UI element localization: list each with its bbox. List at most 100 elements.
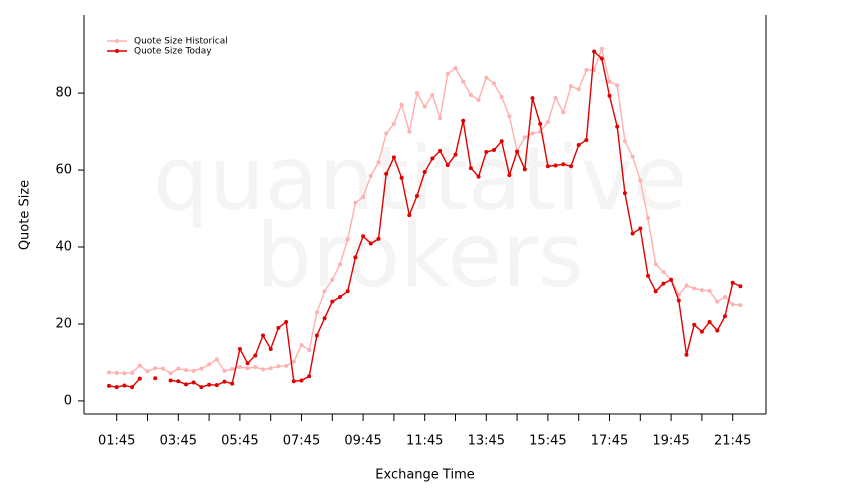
x-tick-label: 17:45 bbox=[591, 434, 628, 449]
data-point bbox=[538, 121, 543, 126]
data-point bbox=[653, 262, 658, 267]
data-point bbox=[199, 385, 204, 390]
data-point bbox=[130, 385, 135, 390]
data-point bbox=[730, 280, 735, 285]
data-point bbox=[253, 365, 258, 370]
data-point bbox=[237, 365, 242, 370]
data-point bbox=[607, 79, 612, 84]
watermark: quantitative bbox=[153, 127, 687, 230]
data-point bbox=[422, 169, 427, 174]
data-point bbox=[338, 295, 342, 300]
data-point bbox=[715, 299, 720, 304]
data-point bbox=[137, 376, 142, 381]
data-point bbox=[345, 289, 350, 294]
data-point bbox=[515, 149, 520, 154]
data-point bbox=[584, 138, 589, 143]
data-point bbox=[314, 310, 319, 315]
x-tick-label: 03:45 bbox=[160, 434, 197, 449]
data-point bbox=[615, 83, 620, 88]
data-point bbox=[430, 156, 435, 161]
data-point bbox=[615, 124, 620, 129]
data-point bbox=[307, 374, 312, 379]
y-tick-label: 60 bbox=[55, 163, 72, 178]
data-point bbox=[715, 328, 720, 333]
x-tick-label: 19:45 bbox=[652, 434, 689, 449]
data-point bbox=[399, 175, 404, 180]
data-point bbox=[545, 164, 550, 169]
data-point bbox=[545, 119, 550, 124]
data-point bbox=[468, 166, 473, 171]
data-point bbox=[599, 46, 604, 51]
x-tick-label: 13:45 bbox=[468, 434, 505, 449]
y-axis-title: Quote Size bbox=[18, 180, 33, 250]
data-point bbox=[353, 200, 358, 205]
data-point bbox=[245, 366, 250, 371]
data-point bbox=[468, 93, 473, 98]
data-point bbox=[499, 139, 504, 144]
data-point bbox=[268, 346, 273, 351]
watermark: brokers bbox=[256, 204, 584, 307]
data-point bbox=[322, 316, 327, 321]
x-tick-label: 07:45 bbox=[283, 434, 320, 449]
legend-label: Quote Size Today bbox=[134, 47, 212, 57]
data-point bbox=[399, 102, 404, 107]
data-point bbox=[291, 379, 296, 384]
data-point bbox=[553, 95, 558, 100]
data-point bbox=[684, 352, 689, 357]
data-point bbox=[461, 79, 466, 84]
data-point bbox=[522, 135, 527, 140]
data-point bbox=[492, 148, 496, 153]
data-point bbox=[584, 68, 589, 73]
data-point bbox=[184, 382, 188, 387]
data-point bbox=[307, 348, 312, 353]
data-point bbox=[699, 288, 704, 293]
data-point bbox=[430, 93, 435, 98]
data-point bbox=[569, 84, 573, 89]
data-point bbox=[492, 81, 496, 86]
data-point bbox=[222, 379, 227, 384]
data-point bbox=[499, 94, 504, 99]
x-axis-title: Exchange Time bbox=[375, 468, 474, 483]
x-tick-label: 01:45 bbox=[98, 434, 135, 449]
data-point bbox=[438, 148, 443, 153]
y-tick-label: 40 bbox=[55, 240, 72, 255]
data-point bbox=[453, 152, 458, 157]
data-point bbox=[438, 116, 443, 121]
data-point bbox=[230, 381, 235, 386]
data-point bbox=[107, 370, 111, 375]
legend-marker bbox=[115, 49, 119, 53]
data-point bbox=[476, 174, 481, 179]
data-point bbox=[445, 163, 450, 168]
data-point bbox=[723, 314, 727, 319]
data-point bbox=[130, 370, 135, 375]
data-point bbox=[569, 164, 573, 169]
data-point bbox=[207, 362, 212, 367]
data-point bbox=[630, 154, 635, 159]
data-point bbox=[284, 363, 289, 368]
data-point bbox=[207, 382, 212, 387]
y-tick-label: 0 bbox=[64, 393, 72, 408]
x-tick-label: 09:45 bbox=[344, 434, 381, 449]
data-point bbox=[661, 270, 666, 275]
data-point bbox=[153, 376, 158, 381]
data-point bbox=[692, 322, 697, 327]
data-point bbox=[276, 364, 281, 369]
data-point bbox=[638, 226, 643, 231]
data-point bbox=[345, 237, 350, 242]
x-tick-label: 05:45 bbox=[221, 434, 258, 449]
data-point bbox=[646, 216, 650, 221]
data-point bbox=[176, 379, 181, 384]
data-point bbox=[684, 283, 689, 288]
data-point bbox=[453, 66, 458, 71]
legend-marker bbox=[115, 39, 119, 43]
data-point bbox=[368, 173, 373, 178]
data-point bbox=[599, 56, 604, 61]
data-point bbox=[676, 298, 681, 303]
data-point bbox=[222, 368, 227, 373]
y-tick-label: 80 bbox=[55, 86, 72, 101]
data-point bbox=[707, 288, 712, 293]
data-point bbox=[576, 87, 581, 92]
data-point bbox=[622, 191, 627, 196]
